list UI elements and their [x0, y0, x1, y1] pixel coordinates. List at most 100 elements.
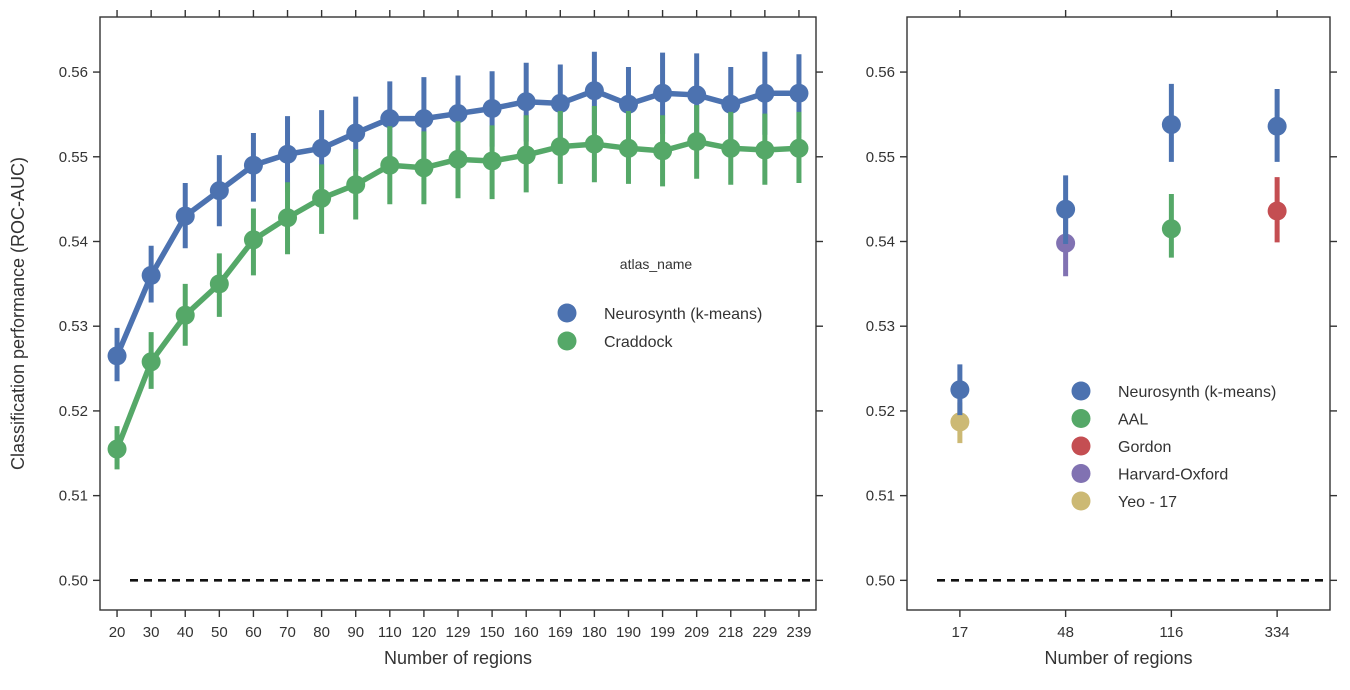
series-neurosynth-k-means- [950, 83, 1287, 416]
x-tick-label: 180 [582, 624, 607, 641]
data-point [550, 137, 570, 157]
data-point [1161, 115, 1181, 135]
data-point [175, 305, 195, 325]
data-point [482, 151, 502, 171]
x-axis-label: Number of regions [1044, 648, 1192, 668]
data-point [550, 93, 570, 113]
legend-marker [557, 331, 577, 351]
legend-label: Neurosynth (k-means) [604, 306, 762, 323]
x-tick-label: 60 [245, 624, 262, 641]
data-point [141, 265, 161, 285]
data-point [482, 98, 502, 118]
data-point [950, 380, 970, 400]
x-tick-label: 334 [1265, 624, 1290, 641]
data-point [516, 92, 536, 112]
x-tick-label: 20 [109, 624, 126, 641]
data-point [653, 83, 673, 103]
x-tick-label: 190 [616, 624, 641, 641]
data-point [448, 104, 468, 124]
x-tick-label: 169 [548, 624, 573, 641]
y-tick-label: 0.52 [866, 403, 895, 420]
y-tick-label: 0.50 [866, 572, 895, 589]
data-point [789, 138, 809, 158]
x-tick-label: 110 [378, 624, 402, 641]
data-point [516, 145, 536, 165]
x-tick-label: 160 [514, 624, 539, 641]
x-tick-label: 218 [718, 624, 743, 641]
y-tick-label: 0.51 [866, 488, 895, 505]
series-neurosynth-k-means- [107, 51, 809, 382]
data-point [448, 149, 468, 169]
data-point [618, 138, 638, 158]
y-axis-label: Classification performance (ROC-AUC) [8, 157, 28, 470]
x-tick-label: 239 [786, 624, 811, 641]
data-point [107, 346, 127, 366]
y-tick-label: 0.54 [866, 233, 895, 250]
x-tick-label: 30 [143, 624, 160, 641]
data-point [141, 352, 161, 372]
series-craddock [107, 105, 809, 470]
data-point [789, 83, 809, 103]
legend-marker [1071, 409, 1091, 428]
x-tick-label: 50 [211, 624, 228, 641]
y-tick-label: 0.55 [866, 149, 895, 166]
x-tick-label: 120 [411, 624, 436, 641]
legend-marker [1071, 491, 1091, 511]
data-point [687, 85, 707, 105]
y-tick-label: 0.50 [59, 572, 88, 589]
plot-frame [906, 16, 1331, 611]
x-tick-label: 40 [177, 624, 194, 641]
data-point [1267, 201, 1287, 221]
right-panel: 0.50 0.51 0.52 0.53 0.54 0.55 0.56 17 48 116 334 Nu… [866, 10, 1337, 668]
data-point [243, 230, 263, 250]
data-point [346, 175, 366, 195]
data-point [721, 138, 741, 158]
x-axis-label: Number of regions [384, 648, 532, 668]
data-point [278, 208, 298, 228]
y-tick-label: 0.56 [59, 64, 88, 81]
x-tick-label: 129 [445, 624, 470, 641]
series-gordon [1267, 177, 1287, 243]
x-tick-label: 209 [684, 624, 709, 641]
legend-marker [557, 303, 577, 323]
y-tick-label: 0.53 [866, 318, 895, 335]
data-point [618, 94, 638, 114]
data-point [414, 109, 434, 129]
x-tick-label: 90 [347, 624, 364, 641]
data-point [209, 274, 229, 294]
data-point [312, 188, 332, 208]
data-point [209, 181, 229, 201]
y-tick-label: 0.56 [866, 64, 895, 81]
legend-label: Yeo - 17 [1118, 494, 1177, 511]
y-tick-label: 0.54 [59, 233, 88, 250]
legend: Neurosynth (k-means) AAL Gordon Harvard-Oxf… [1071, 381, 1276, 511]
x-tick-label: 48 [1057, 624, 1074, 641]
data-point [175, 206, 195, 226]
data-point [380, 109, 400, 129]
legend-marker [1071, 436, 1091, 456]
data-point [653, 141, 673, 161]
y-tick-label: 0.51 [59, 488, 88, 505]
series-aal [1161, 194, 1181, 258]
left-panel: 0.50 0.51 0.52 0.53 0.54 0.55 0.56 20 30 40 50 60 70… [8, 10, 823, 668]
legend-title: atlas_name [620, 256, 693, 272]
data-point [107, 439, 127, 459]
legend-label: Neurosynth (k-means) [1118, 384, 1276, 401]
y-tick-label: 0.55 [59, 149, 88, 166]
data-point [1056, 199, 1076, 219]
data-point [278, 144, 298, 164]
data-point [950, 412, 970, 432]
data-point [687, 132, 707, 152]
y-tick-label: 0.52 [59, 403, 88, 420]
data-point [721, 94, 741, 114]
data-point [1161, 219, 1181, 239]
data-point [755, 140, 775, 160]
data-point [243, 155, 263, 175]
legend: atlas_name Neurosynth (k-means) Craddock [557, 256, 762, 351]
y-tick-label: 0.53 [59, 318, 88, 335]
data-point [755, 83, 775, 103]
data-point [312, 138, 332, 158]
legend-label: Gordon [1118, 439, 1171, 456]
x-tick-label: 116 [1159, 624, 1183, 641]
x-tick-label: 80 [313, 624, 330, 641]
